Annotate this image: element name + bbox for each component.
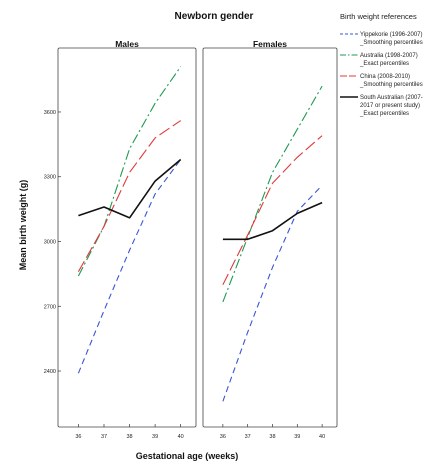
y-tick-label-3000: 3000 bbox=[44, 240, 56, 246]
legend-label-south-australia-2: 2017 or present study) bbox=[360, 103, 420, 109]
legend-label-china-2: _Smoothing percentiles bbox=[359, 82, 423, 88]
panel-strip-males bbox=[58, 39, 196, 48]
x-tick-label-males-36: 36 bbox=[75, 434, 81, 440]
y-tick-label-3300: 3300 bbox=[44, 175, 56, 181]
legend-label-australia-2: _Exact percentiles bbox=[359, 61, 409, 67]
x-tick-label-males-39: 39 bbox=[152, 434, 158, 440]
panel-frame-females bbox=[202, 47, 338, 428]
series-line-males-australia bbox=[77, 66, 182, 277]
legend-title: Birth weight references bbox=[340, 12, 417, 21]
x-tick-label-females-37: 37 bbox=[245, 434, 251, 440]
y-axis-title: Mean birth weight (g) bbox=[18, 180, 28, 271]
legend: Birth weight references Yippekorie (1996… bbox=[340, 12, 423, 117]
x-tick-label-females-39: 39 bbox=[294, 434, 300, 440]
panel-males: Males 2400 2700 3000 3300 3600 36 37 38 39 40 bbox=[44, 39, 197, 440]
series-line-males-south-australia bbox=[78, 158, 182, 219]
series-line-females-china bbox=[222, 135, 323, 285]
x-tick-label-females-38: 38 bbox=[269, 434, 275, 440]
legend-label-yippekorie-1: Yippekorie (1996-2007) bbox=[360, 32, 422, 38]
series-line-females-yippekorie bbox=[222, 185, 323, 402]
series-line-females-australia bbox=[222, 85, 323, 303]
legend-label-china-1: China (2008-2010) bbox=[360, 74, 410, 80]
y-tick-label-2700: 2700 bbox=[44, 304, 56, 310]
series-line-females-south-australia bbox=[222, 201, 323, 241]
figure-title: Newborn gender bbox=[175, 11, 254, 22]
panel-strip-females bbox=[203, 39, 337, 48]
legend-label-australia-1: Australia (1998-2007) bbox=[360, 53, 418, 59]
panel-title-females: Females bbox=[253, 39, 287, 49]
y-tick-label-2400: 2400 bbox=[44, 369, 56, 375]
legend-label-yippekorie-2: _Smoothing percentiles bbox=[359, 40, 423, 46]
legend-label-south-australia-3: _Exact percentiles bbox=[359, 111, 409, 117]
x-tick-label-males-40: 40 bbox=[178, 434, 184, 440]
x-tick-label-females-36: 36 bbox=[220, 434, 226, 440]
panel-frame-males bbox=[57, 47, 197, 428]
x-tick-label-females-40: 40 bbox=[319, 434, 325, 440]
legend-label-south-australia-1: South Australian (2007- bbox=[360, 95, 423, 101]
x-tick-label-males-38: 38 bbox=[126, 434, 132, 440]
series-line-males-yippekorie bbox=[77, 159, 182, 374]
x-axis-title: Gestational age (weeks) bbox=[136, 451, 239, 461]
x-tick-label-males-37: 37 bbox=[101, 434, 107, 440]
series-line-males-china bbox=[77, 120, 182, 272]
panel-females: Females 36 37 38 39 40 bbox=[202, 39, 338, 440]
y-tick-label-3600: 3600 bbox=[44, 110, 56, 116]
panel-title-males: Males bbox=[115, 39, 139, 49]
